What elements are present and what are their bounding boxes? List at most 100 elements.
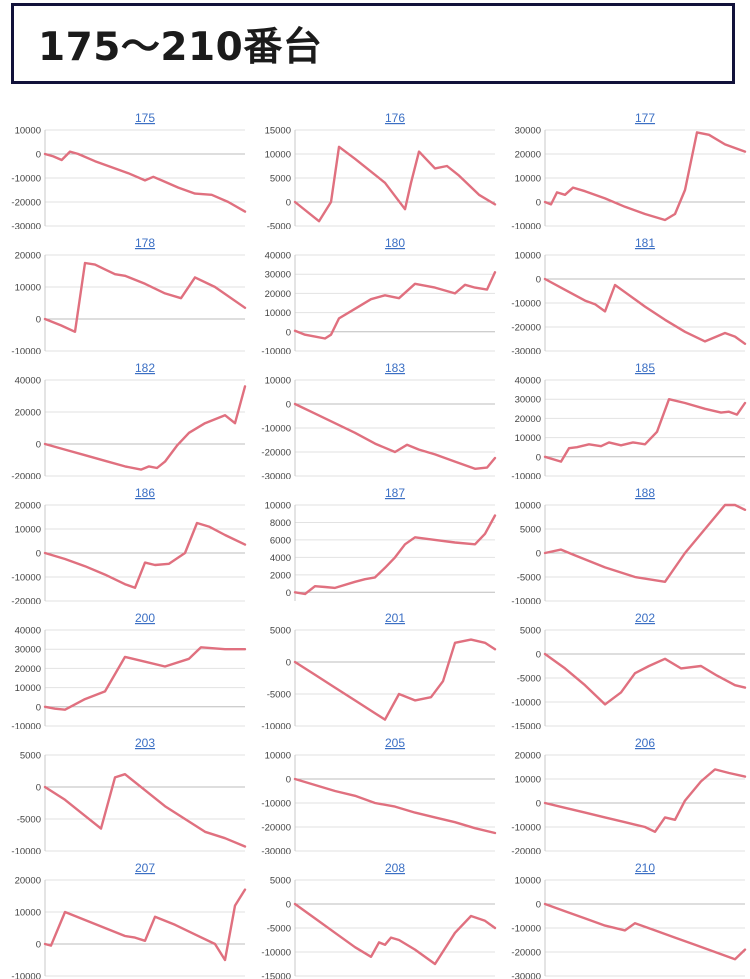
y-tick-label: -10000: [511, 299, 541, 310]
y-tick-label: 0: [36, 150, 41, 161]
series-line: [45, 774, 245, 846]
chart-title-link[interactable]: 201: [385, 611, 405, 625]
chart-title-link[interactable]: 210: [635, 861, 655, 875]
chart-title-link[interactable]: 203: [135, 736, 155, 750]
series-line: [45, 523, 245, 588]
y-tick-label: 15000: [265, 126, 291, 137]
chart-title-link[interactable]: 208: [385, 861, 405, 875]
y-tick-label: 40000: [515, 376, 541, 387]
y-tick-label: -5000: [267, 924, 291, 935]
y-tick-label: 10000: [15, 283, 41, 294]
chart-title-link[interactable]: 175: [135, 111, 155, 125]
series-line: [295, 272, 495, 338]
y-tick-label: -20000: [511, 323, 541, 334]
y-tick-label: 40000: [15, 626, 41, 637]
page-title: 175〜210番台: [38, 16, 322, 72]
y-tick-label: 0: [536, 198, 541, 209]
y-tick-label: 20000: [15, 408, 41, 419]
series-line: [295, 904, 495, 964]
y-tick-label: -30000: [261, 847, 291, 855]
y-tick-label: 10000: [15, 126, 41, 137]
y-tick-label: -10000: [11, 972, 41, 979]
chart-title-link[interactable]: 200: [135, 611, 155, 625]
y-tick-label: 10000: [265, 501, 291, 512]
y-tick-label: 40000: [265, 251, 291, 262]
y-tick-label: 20000: [15, 664, 41, 675]
series-line: [295, 404, 495, 469]
y-tick-label: 0: [286, 775, 291, 786]
y-tick-label: 30000: [265, 270, 291, 281]
series-line: [545, 132, 745, 220]
y-tick-label: 10000: [265, 751, 291, 762]
y-tick-label: 5000: [520, 525, 541, 536]
y-tick-label: -15000: [261, 972, 291, 979]
y-tick-label: 0: [36, 315, 41, 326]
y-tick-label: 0: [286, 658, 291, 669]
chart-title-link[interactable]: 176: [385, 111, 405, 125]
y-tick-label: -10000: [261, 722, 291, 730]
y-tick-label: 0: [536, 275, 541, 286]
y-tick-label: 20000: [15, 251, 41, 262]
y-tick-label: 10000: [265, 308, 291, 319]
series-line: [45, 152, 245, 212]
y-tick-label: 20000: [15, 501, 41, 512]
y-tick-label: 10000: [15, 525, 41, 536]
y-tick-label: 0: [536, 549, 541, 560]
y-tick-label: -5000: [17, 815, 41, 826]
y-tick-label: -5000: [267, 222, 291, 230]
y-tick-label: 0: [536, 452, 541, 463]
y-tick-label: 30000: [515, 395, 541, 406]
y-tick-label: 0: [36, 549, 41, 560]
y-tick-label: 0: [536, 650, 541, 661]
chart-title-link[interactable]: 185: [635, 361, 655, 375]
y-tick-label: 0: [536, 799, 541, 810]
chart-title-link[interactable]: 207: [135, 861, 155, 875]
y-tick-label: 20000: [265, 289, 291, 300]
chart-title-link[interactable]: 188: [635, 486, 655, 500]
chart-title-link[interactable]: 182: [135, 361, 155, 375]
chart-title-link[interactable]: 202: [635, 611, 655, 625]
chart-title-link[interactable]: 181: [635, 236, 655, 250]
chart-title-link[interactable]: 177: [635, 111, 655, 125]
chart-title-link[interactable]: 180: [385, 236, 405, 250]
y-tick-label: -30000: [511, 347, 541, 355]
y-tick-label: 10000: [515, 501, 541, 512]
series-line: [545, 399, 745, 461]
chart-title-link[interactable]: 206: [635, 736, 655, 750]
chart-title-link[interactable]: 186: [135, 486, 155, 500]
chart-title-link[interactable]: 178: [135, 236, 155, 250]
y-tick-label: 8000: [270, 518, 291, 529]
y-tick-label: 0: [36, 702, 41, 713]
y-tick-label: 0: [36, 783, 41, 794]
y-tick-label: -10000: [511, 924, 541, 935]
y-tick-label: 40000: [15, 376, 41, 387]
y-tick-label: 20000: [15, 876, 41, 887]
y-tick-label: -10000: [261, 347, 291, 355]
chart-title-link[interactable]: 205: [385, 736, 405, 750]
y-tick-label: 4000: [270, 553, 291, 564]
chart-title-link[interactable]: 183: [385, 361, 405, 375]
y-tick-label: -10000: [511, 472, 541, 480]
y-tick-label: 10000: [15, 908, 41, 919]
series-line: [45, 647, 245, 709]
y-tick-label: -10000: [261, 424, 291, 435]
y-tick-label: 0: [286, 327, 291, 338]
series-line: [545, 654, 745, 704]
y-tick-label: -30000: [11, 222, 41, 230]
series-line: [45, 263, 245, 332]
chart-panel-180: 180 40000 30000 20000 10000 0 -10000: [250, 229, 500, 354]
chart-title-link[interactable]: 187: [385, 486, 405, 500]
y-tick-label: -20000: [261, 448, 291, 459]
